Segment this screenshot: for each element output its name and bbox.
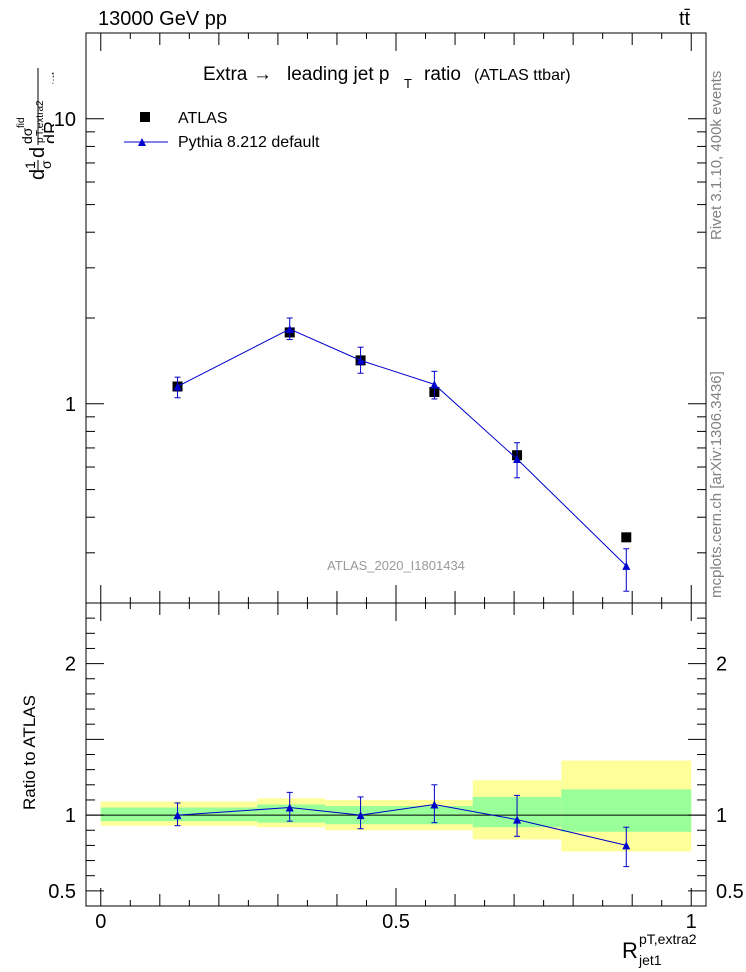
x-tick-label: 0 bbox=[95, 911, 106, 933]
main-y-tick-label: 10 bbox=[54, 109, 76, 131]
pythia-data-point bbox=[356, 356, 365, 365]
x-axis-label: R pT,extra2 jet1 bbox=[622, 931, 697, 968]
ratio-data-point bbox=[173, 811, 182, 820]
svg-text:dR: dR bbox=[41, 121, 54, 144]
x-tick-label: 0.5 bbox=[382, 911, 410, 933]
ratio-plot-frame bbox=[85, 602, 707, 907]
legend-atlas-marker bbox=[140, 112, 150, 122]
legend-pythia-marker bbox=[138, 138, 146, 146]
ratio-y-tick-label: 1 bbox=[65, 805, 76, 827]
atlas-data-point bbox=[621, 532, 632, 543]
ratio-y-tick-label-right: 2 bbox=[716, 654, 727, 676]
title-arrow: → bbox=[253, 64, 272, 85]
ratio-y-tick-label-right: 0.5 bbox=[716, 881, 744, 903]
ratio-pythia-line bbox=[177, 803, 627, 846]
main-y-tick-label: 1 bbox=[65, 394, 76, 416]
ratio-data-point bbox=[430, 800, 439, 809]
svg-text:σ: σ bbox=[38, 160, 54, 169]
ratio-data-point bbox=[622, 841, 631, 850]
title-part-leading: leading jet p bbox=[287, 64, 389, 85]
header-process-label: 13000 GeV pp bbox=[98, 8, 227, 30]
x-axis-label-main: R bbox=[622, 938, 638, 963]
title-part-ratio: ratio bbox=[424, 64, 461, 85]
pythia-series-line bbox=[177, 328, 627, 567]
svg-text:dσ: dσ bbox=[19, 127, 35, 144]
main-y-axis-label: d 1 σ d dσ fid p T,extra2 dR jet1 bbox=[16, 68, 54, 180]
analysis-watermark: ATLAS_2020_I1801434 bbox=[327, 558, 465, 573]
header-final-state-label: tt̄ bbox=[679, 8, 691, 30]
svg-text:1: 1 bbox=[22, 161, 38, 169]
title-part-source: (ATLAS ttbar) bbox=[474, 67, 571, 84]
x-axis-label-sup: pT,extra2 bbox=[639, 931, 697, 947]
ratio-data-point bbox=[356, 811, 365, 820]
pythia-data-point bbox=[513, 455, 522, 464]
ratio-y-tick-label-right: 1 bbox=[716, 805, 727, 827]
svg-text:d: d bbox=[27, 169, 49, 180]
svg-text:fid: fid bbox=[16, 117, 27, 128]
pythia-data-point bbox=[285, 324, 294, 333]
title-subscript-t: T bbox=[404, 76, 412, 91]
pythia-data-point bbox=[173, 382, 182, 391]
x-tick-label: 1 bbox=[686, 911, 697, 933]
chart-title: Extra → leading jet p T ratio (ATLAS ttb… bbox=[203, 64, 571, 91]
pythia-data-point bbox=[622, 561, 631, 570]
svg-text:d: d bbox=[27, 147, 49, 158]
legend: ATLAS Pythia 8.212 default bbox=[124, 110, 320, 151]
ratio-data-point bbox=[285, 803, 294, 812]
pythia-data-point bbox=[430, 380, 439, 389]
ratio-y-tick-label: 2 bbox=[65, 654, 76, 676]
ratio-band-green-4 bbox=[561, 789, 692, 832]
svg-text:T,extra2: T,extra2 bbox=[35, 100, 46, 136]
title-part-extra: Extra bbox=[203, 64, 248, 85]
legend-atlas-label: ATLAS bbox=[178, 110, 228, 127]
x-axis-label-sub: jet1 bbox=[638, 952, 662, 968]
legend-pythia-label: Pythia 8.212 default bbox=[178, 134, 320, 151]
svg-text:jet1: jet1 bbox=[51, 71, 54, 85]
svg-text:p: p bbox=[35, 137, 46, 143]
ratio-data-point bbox=[513, 815, 522, 824]
ratio-y-tick-label: 0.5 bbox=[48, 881, 76, 903]
